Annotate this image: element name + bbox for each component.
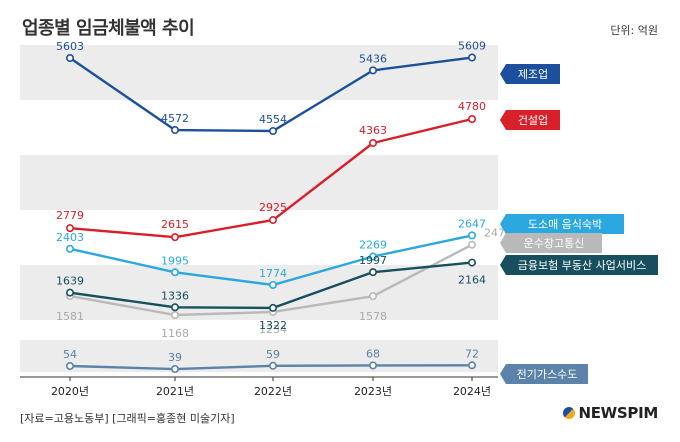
- legend-tag: [500, 64, 560, 84]
- data-label: 1995: [161, 254, 189, 267]
- data-point: [368, 292, 377, 301]
- data-point: [171, 310, 180, 319]
- data-label: 1581: [56, 310, 84, 323]
- data-label: 1322: [259, 319, 287, 332]
- legend-label: 도소매 음식숙박: [528, 218, 602, 231]
- data-point: [66, 361, 75, 370]
- unit-label: 단위: 억원: [610, 24, 658, 37]
- data-point: [171, 233, 180, 242]
- data-label: 1997: [359, 254, 387, 267]
- data-point: [268, 216, 277, 225]
- newspim-logo: NEWSPIM: [563, 404, 658, 422]
- data-label: 2403: [56, 231, 84, 244]
- legend-tag: [500, 233, 602, 253]
- newspim-logo-icon: [563, 407, 576, 419]
- data-point: [171, 365, 180, 374]
- data-point: [368, 66, 377, 75]
- data-label: 5436: [359, 52, 387, 65]
- data-point: [368, 268, 377, 277]
- data-point: [368, 252, 377, 261]
- data-label: 1774: [259, 267, 287, 280]
- legend-label: 금융보험 부동산 사업서비스: [518, 259, 646, 272]
- data-point: [171, 303, 180, 312]
- legend-label: 운수창고통신: [524, 237, 585, 250]
- data-label: 1234: [259, 323, 287, 336]
- legend-tag: [500, 364, 588, 384]
- data-label: 2164: [458, 274, 486, 287]
- data-point: [268, 361, 277, 370]
- data-label: 4554: [259, 113, 287, 126]
- data-point: [171, 268, 180, 277]
- data-label: 1336: [161, 289, 189, 302]
- data-label: 2269: [359, 239, 387, 252]
- data-point: [268, 280, 277, 289]
- legend-tag: [500, 214, 624, 234]
- source-note: [자료=고용노동부] [그래픽=홍종현 미술기자]: [20, 412, 235, 425]
- x-tick-label: 2023년: [354, 385, 392, 398]
- data-point: [66, 224, 75, 233]
- data-label: 1578: [359, 310, 387, 323]
- chart-title: 업종별 임금체불액 추이: [22, 18, 195, 39]
- logo-text: NEWSPIM: [578, 404, 658, 422]
- data-point: [268, 303, 277, 312]
- x-tick-label: 2020년: [51, 385, 89, 398]
- grid-band: [20, 155, 498, 210]
- data-label: 1639: [56, 275, 84, 288]
- data-label: 4780: [458, 100, 486, 113]
- data-point: [368, 361, 377, 370]
- data-point: [467, 258, 476, 267]
- data-point: [467, 361, 476, 370]
- grid-band: [20, 265, 498, 320]
- data-point: [467, 231, 476, 240]
- data-label: 2615: [161, 218, 189, 231]
- data-label: 2779: [56, 209, 84, 222]
- legend-tag: [500, 110, 560, 130]
- data-label: 2647: [458, 217, 486, 230]
- data-point: [268, 127, 277, 136]
- legend-label: 건설업: [518, 114, 548, 127]
- data-point: [467, 240, 476, 249]
- data-label: 5603: [56, 40, 84, 53]
- data-point: [66, 53, 75, 62]
- data-label: 4572: [161, 112, 189, 125]
- grid-band: [20, 45, 498, 100]
- data-point: [368, 139, 377, 148]
- data-point: [66, 244, 75, 253]
- x-tick-label: 2024년: [453, 385, 491, 398]
- data-label: 4363: [359, 124, 387, 137]
- legend-tag: [500, 255, 658, 275]
- data-label: 72: [465, 347, 479, 360]
- data-point: [467, 53, 476, 62]
- data-point: [171, 126, 180, 135]
- legend-label: 제조업: [518, 68, 548, 81]
- data-label: 5609: [458, 40, 486, 53]
- data-point: [467, 115, 476, 124]
- data-label: 59: [266, 348, 280, 361]
- data-label: 2925: [259, 201, 287, 214]
- data-label: 39: [168, 351, 182, 364]
- data-label: 68: [366, 347, 380, 360]
- data-point: [66, 288, 75, 297]
- legend-label: 전기가스수도: [517, 368, 578, 381]
- x-tick-label: 2021년: [156, 385, 194, 398]
- data-label: 1168: [161, 327, 189, 340]
- data-label: 54: [63, 348, 77, 361]
- x-tick-label: 2022년: [254, 385, 292, 398]
